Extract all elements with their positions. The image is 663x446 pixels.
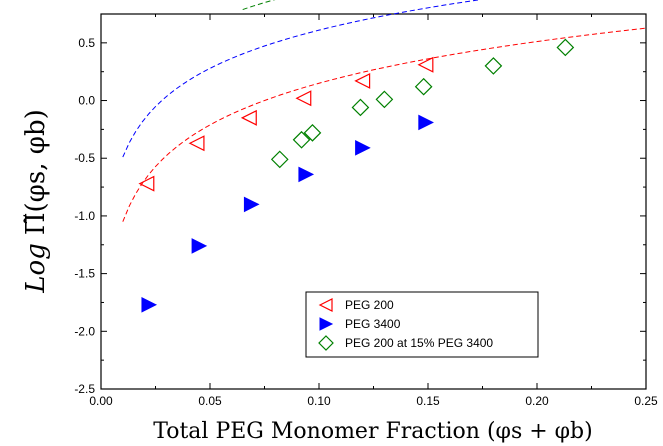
data-point: [318, 335, 334, 351]
data-point: [138, 175, 155, 192]
data-point: [295, 90, 312, 107]
x-tick-label: 0.25: [634, 394, 658, 408]
data-point: [318, 298, 333, 312]
y-axis: -2.5 -2.0 -1.5 -1.0 -0.5 0.0 0.5: [74, 13, 646, 396]
legend-label: PEG 3400: [345, 317, 401, 331]
data-point: [141, 296, 158, 313]
data-point: [351, 98, 370, 117]
data-point: [556, 38, 575, 57]
y-tick-label: -1.5: [74, 267, 95, 281]
y-tick-label: -2.0: [74, 324, 95, 338]
data-point: [243, 196, 260, 213]
data-point: [417, 56, 434, 73]
x-tick-label: 0.20: [525, 394, 549, 408]
x-tick-label: 0.10: [307, 394, 331, 408]
data-point: [375, 90, 394, 109]
legend-label: PEG 200 at 15% PEG 3400: [345, 336, 493, 350]
y-tick-label: 0.0: [78, 94, 95, 108]
data-point: [270, 150, 289, 169]
legend-box: [305, 291, 539, 358]
y-tick-label: -2.5: [74, 382, 95, 396]
data-point: [188, 135, 205, 152]
legend-items: PEG 200 PEG 3400 PEG 200 at 15% PEG 3400: [318, 298, 493, 351]
y-tick-label: -1.0: [74, 209, 95, 223]
data-point: [355, 140, 371, 156]
y-axis-title-pi: Π̃(φs, φb): [21, 109, 51, 235]
data-point: [303, 123, 322, 142]
data-point: [191, 238, 208, 254]
x-tick-label: 0.00: [89, 394, 113, 408]
fit-lines: [122, 0, 647, 222]
y-axis-title-log: Log: [21, 243, 51, 294]
x-tick-label: 0.15: [416, 394, 440, 408]
x-tick-label: 0.05: [198, 394, 222, 408]
y-tick-label: 0.5: [78, 36, 95, 50]
data-point: [484, 57, 503, 75]
data-point: [354, 72, 371, 89]
x-axis: 0.00 0.05 0.10 0.15 0.20 0.25: [89, 14, 658, 408]
data-point: [414, 77, 433, 96]
fit-line: [122, 27, 647, 222]
data-point: [418, 114, 434, 131]
data-point: [292, 130, 311, 149]
legend-label: PEG 200: [345, 298, 394, 312]
y-tick-label: -0.5: [74, 151, 95, 165]
data-point: [319, 317, 334, 331]
data-point: [298, 166, 315, 183]
y-axis-title: Log Π̃(φs, φb): [21, 109, 51, 293]
data-point: [240, 109, 257, 126]
fit-line: [122, 0, 482, 158]
data-markers: [138, 38, 575, 313]
legend: PEG 200 PEG 3400 PEG 200 at 15% PEG 3400: [305, 291, 539, 358]
x-axis-title: Total PEG Monomer Fraction (φs + φb): [153, 419, 592, 444]
